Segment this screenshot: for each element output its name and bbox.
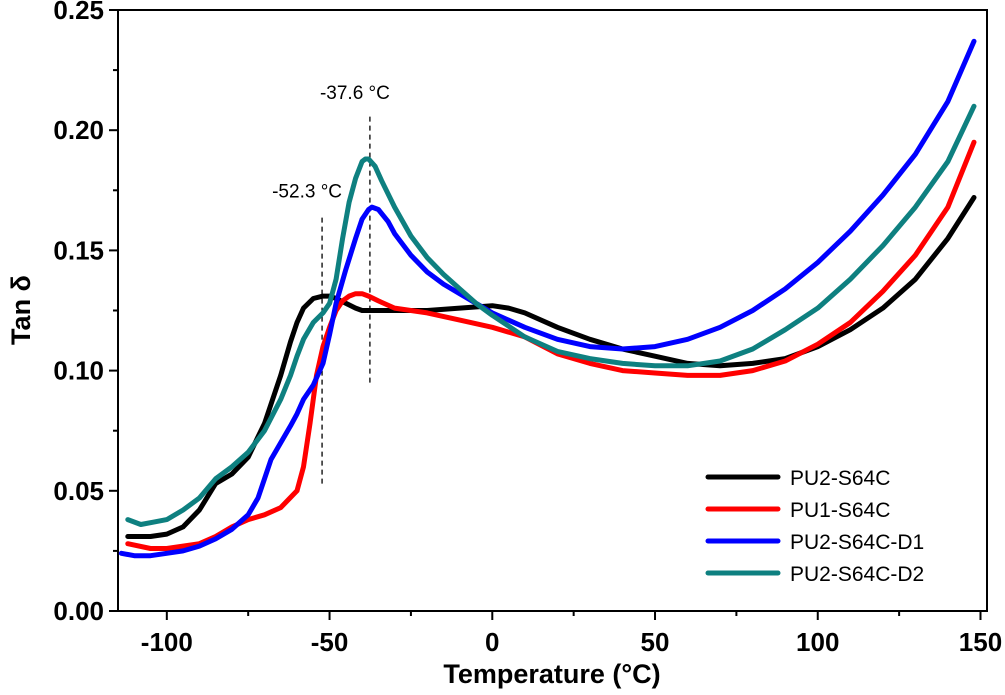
x-tick-label: 0 (485, 627, 499, 657)
y-tick-label: 0.00 (53, 596, 104, 626)
x-tick-label: 150 (959, 627, 1002, 657)
y-tick-label: 0.25 (53, 0, 104, 25)
x-axis-title: Temperature (°C) (443, 659, 660, 689)
x-tick-label: -50 (311, 627, 349, 657)
legend-label: PU2-S64C-D1 (790, 531, 924, 554)
legend-label: PU2-S64C-D2 (790, 563, 924, 586)
series-line-2 (125, 139, 977, 551)
x-tick-label: 50 (641, 627, 670, 657)
series-line-3 (118, 38, 977, 559)
y-tick-label: 0.10 (53, 356, 104, 386)
series-line-4 (125, 103, 977, 527)
legend-label: PU2-S64C (790, 467, 890, 490)
y-axis-ticks: 0.00 0.05 0.10 0.15 0.20 0.25 (53, 0, 118, 626)
x-tick-label: 100 (796, 627, 839, 657)
x-axis-ticks: -100 -50 0 50 100 150 (141, 611, 1002, 657)
annotations: -52.3 °C -37.6 °C (272, 83, 390, 484)
y-axis-title: Tan δ (6, 275, 36, 345)
annotation-label: -37.6 °C (320, 83, 390, 104)
legend-label: PU1-S64C (790, 499, 890, 522)
y-tick-label: 0.20 (53, 115, 104, 145)
annotation-label: -52.3 °C (272, 182, 342, 203)
y-tick-label: 0.15 (53, 235, 104, 265)
series-line-1 (125, 195, 977, 539)
legend: PU2-S64C PU1-S64C PU2-S64C-D1 PU2-S64C-D2 (705, 467, 924, 586)
x-tick-label: -100 (141, 627, 193, 657)
y-tick-label: 0.05 (53, 476, 104, 506)
series-layer (118, 38, 977, 559)
